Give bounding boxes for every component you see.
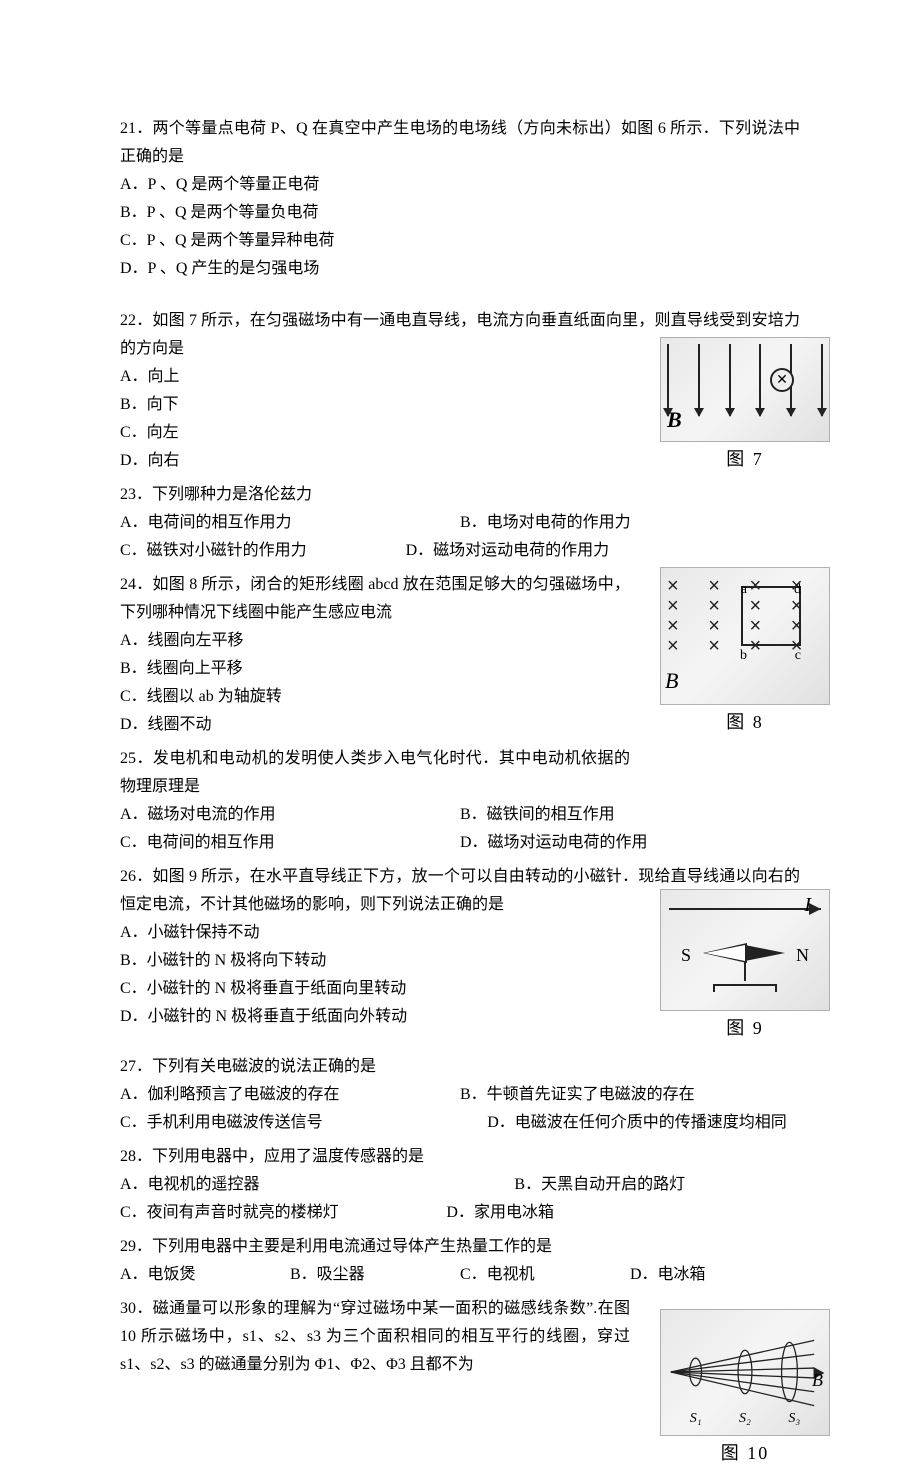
figure-7: ✕ B 图 7 (660, 337, 830, 476)
question-24: 24．如图 8 所示，闭合的矩形线圈 abcd 放在范围足够大的匀强磁场中，下列… (120, 571, 800, 739)
question-25: 25．发电机和电动机的发明使人类步入电气化时代．其中电动机依据的物理原理是 A．… (120, 745, 800, 857)
q29-option-b: B．吸尘器 (290, 1261, 460, 1289)
q21-option-c: C．P 、Q 是两个等量异种电荷 (120, 227, 800, 255)
q25-option-d: D．磁场对运动电荷的作用 (460, 829, 800, 857)
q27-option-c: C．手机利用电磁波传送信号 (120, 1109, 487, 1137)
figure-9-s-label: S (681, 940, 691, 972)
figure-9: I S N 图 9 (660, 889, 830, 1045)
figure-10: B S₁ S₂ S₃ 图 10 (660, 1309, 830, 1470)
q25-option-c: C．电荷间的相互作用 (120, 829, 460, 857)
q23-stem: 23．下列哪种力是洛伦兹力 (120, 481, 800, 509)
q23-option-a: A．电荷间的相互作用力 (120, 509, 460, 537)
q27-option-d: D．电磁波在任何介质中的传播速度均相同 (487, 1109, 827, 1137)
q27-option-a: A．伽利略预言了电磁波的存在 (120, 1081, 460, 1109)
q28-option-a: A．电视机的遥控器 (120, 1171, 514, 1199)
figure-10-image: B S₁ S₂ S₃ (660, 1309, 830, 1436)
figure-10-s2-label: S₂ (739, 1407, 751, 1432)
q24-option-d: D．线圈不动 (120, 711, 630, 739)
question-27: 27．下列有关电磁波的说法正确的是 A．伽利略预言了电磁波的存在 B．牛顿首先证… (120, 1053, 800, 1137)
q22-option-b: B．向下 (120, 391, 630, 419)
q24-option-b: B．线圈向上平移 (120, 655, 630, 683)
figure-8-image: × × × × × × × × × × × × × × × × × × × × … (660, 567, 830, 705)
question-21: 21．两个等量点电荷 P、Q 在真空中产生电场的电场线（方向未标出）如图 6 所… (120, 115, 800, 283)
figure-8: × × × × × × × × × × × × × × × × × × × × … (660, 567, 830, 739)
q26-option-c: C．小磁针的 N 极将垂直于纸面向里转动 (120, 975, 630, 1003)
q28-option-b: B．天黑自动开启的路灯 (514, 1171, 854, 1199)
q21-option-a: A．P 、Q 是两个等量正电荷 (120, 171, 800, 199)
question-29: 29．下列用电器中主要是利用电流通过导体产生热量工作的是 A．电饭煲 B．吸尘器… (120, 1233, 800, 1289)
q29-option-c: C．电视机 (460, 1261, 630, 1289)
q22-option-c: C．向左 (120, 419, 630, 447)
q21-stem: 21．两个等量点电荷 P、Q 在真空中产生电场的电场线（方向未标出）如图 6 所… (120, 115, 800, 171)
q26-option-d: D．小磁针的 N 极将垂直于纸面向外转动 (120, 1003, 630, 1031)
question-22: 22．如图 7 所示，在匀强磁场中有一通电直导线，电流方向垂直纸面向里，则直导线… (120, 307, 800, 475)
q27-option-b: B．牛顿首先证实了电磁波的存在 (460, 1081, 800, 1109)
q23-option-d: D．磁场对运动电荷的作用力 (406, 537, 746, 565)
q29-option-d: D．电冰箱 (630, 1261, 800, 1289)
q25-stem: 25．发电机和电动机的发明使人类步入电气化时代．其中电动机依据的物理原理是 (120, 745, 800, 801)
q28-option-d: D．家用电冰箱 (446, 1199, 786, 1227)
q21-option-d: D．P 、Q 产生的是匀强电场 (120, 255, 800, 283)
figure-10-s3-label: S₃ (788, 1407, 800, 1432)
q21-option-b: B．P 、Q 是两个等量负电荷 (120, 199, 800, 227)
q23-option-b: B．电场对电荷的作用力 (460, 509, 800, 537)
figure-7-image: ✕ B (660, 337, 830, 442)
q26-option-a: A．小磁针保持不动 (120, 919, 630, 947)
figure-7-b-label: B (667, 401, 682, 440)
q24-stem: 24．如图 8 所示，闭合的矩形线圈 abcd 放在范围足够大的匀强磁场中，下列… (120, 571, 630, 627)
question-23: 23．下列哪种力是洛伦兹力 A．电荷间的相互作用力 B．电场对电荷的作用力 C．… (120, 481, 800, 565)
figure-8-caption: 图 8 (660, 705, 830, 739)
figure-9-i-label: I (804, 889, 811, 923)
q27-stem: 27．下列有关电磁波的说法正确的是 (120, 1053, 800, 1081)
q29-stem: 29．下列用电器中主要是利用电流通过导体产生热量工作的是 (120, 1233, 800, 1261)
figure-10-s1-label: S₁ (690, 1407, 702, 1432)
q25-option-b: B．磁铁间的相互作用 (460, 801, 800, 829)
q24-option-a: A．线圈向左平移 (120, 627, 630, 655)
q24-option-c: C．线圈以 ab 为轴旋转 (120, 683, 630, 711)
figure-9-n-label: N (796, 940, 809, 972)
q29-option-a: A．电饭煲 (120, 1261, 290, 1289)
q28-option-c: C．夜间有声音时就亮的楼梯灯 (120, 1199, 446, 1227)
figure-9-image: I S N (660, 889, 830, 1011)
q22-option-d: D．向右 (120, 447, 630, 475)
figure-8-b-label: B (665, 662, 678, 701)
q23-option-c: C．磁铁对小磁针的作用力 (120, 537, 406, 565)
q26-option-b: B．小磁针的 N 极将向下转动 (120, 947, 630, 975)
figure-9-caption: 图 9 (660, 1011, 830, 1045)
figure-10-caption: 图 10 (660, 1436, 830, 1470)
question-26: 26．如图 9 所示，在水平直导线正下方，放一个可以自由转动的小磁针．现给直导线… (120, 863, 800, 1031)
figure-7-caption: 图 7 (660, 442, 830, 476)
figure-10-b-label: B (812, 1365, 823, 1397)
q28-stem: 28．下列用电器中，应用了温度传感器的是 (120, 1143, 800, 1171)
q25-option-a: A．磁场对电流的作用 (120, 801, 460, 829)
q22-option-a: A．向上 (120, 363, 630, 391)
question-30: 30．磁通量可以形象的理解为“穿过磁场中某一面积的磁感线条数”.在图 10 所示… (120, 1295, 800, 1379)
question-28: 28．下列用电器中，应用了温度传感器的是 A．电视机的遥控器 B．天黑自动开启的… (120, 1143, 800, 1227)
current-into-page-icon: ✕ (770, 368, 794, 392)
